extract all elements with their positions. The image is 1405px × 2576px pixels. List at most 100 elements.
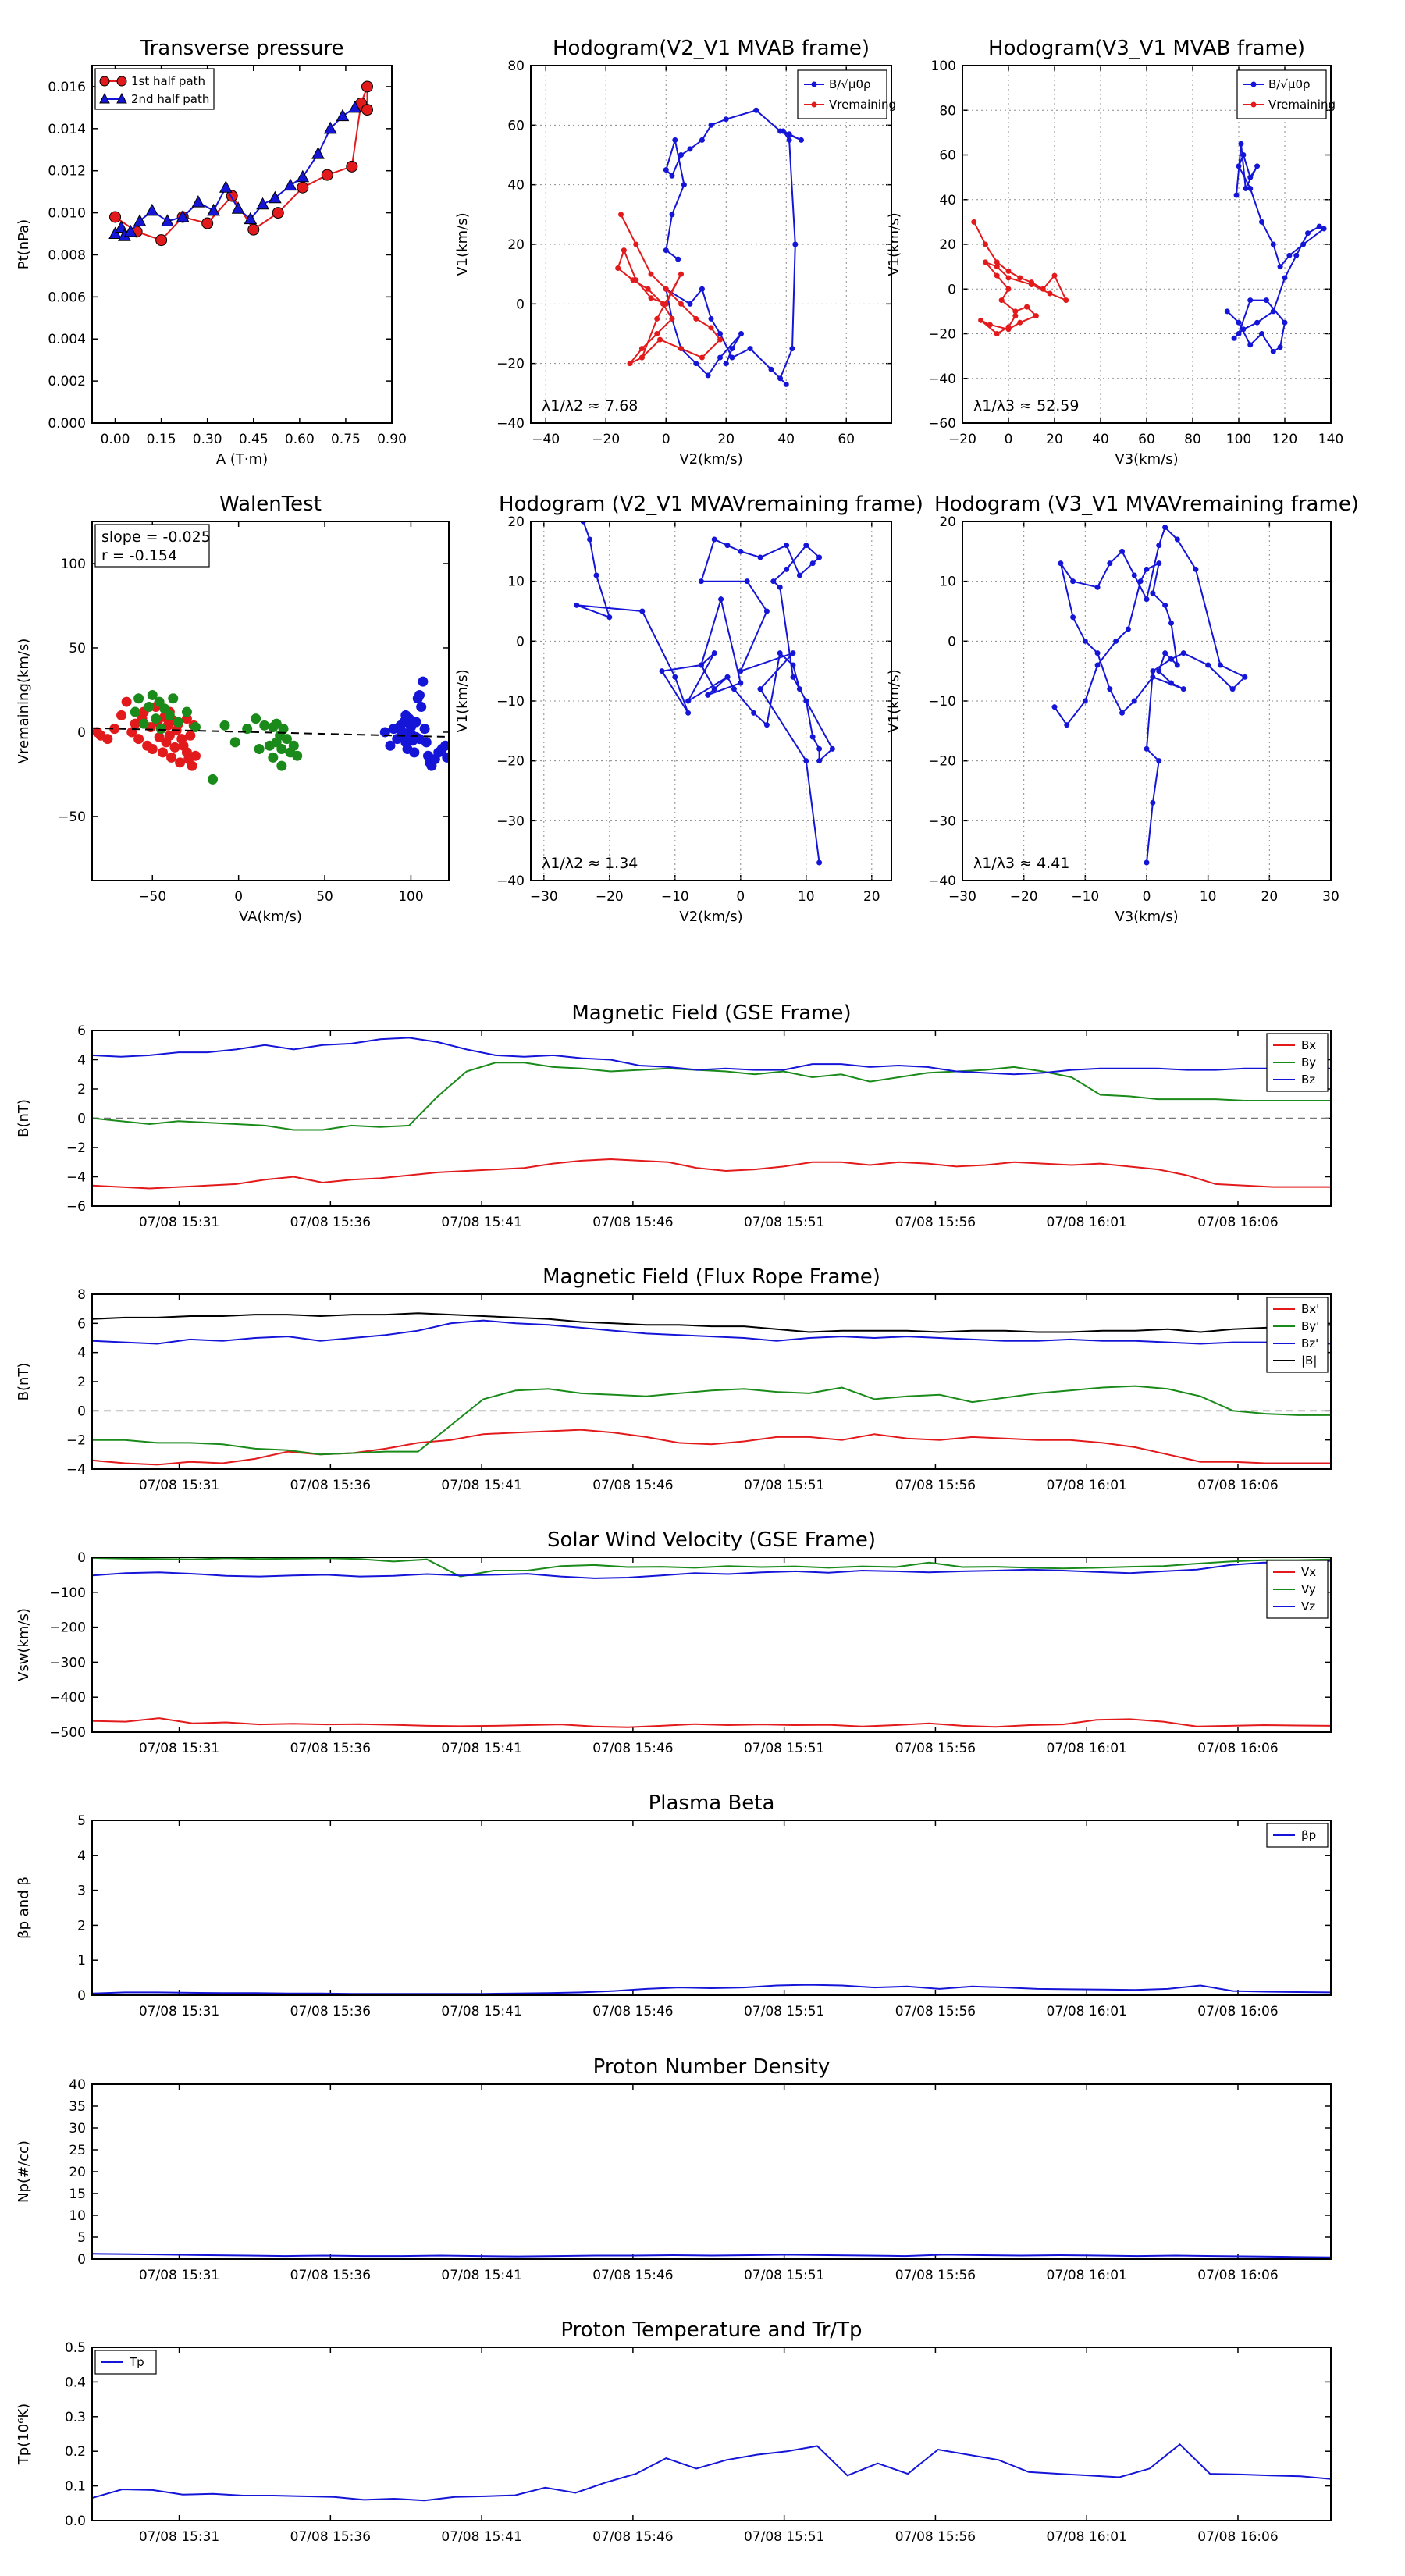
data-point [816, 859, 823, 866]
legend-box [797, 69, 887, 119]
data-point [1156, 668, 1162, 674]
y-tick-label: 2 [77, 1918, 86, 1934]
data-point [191, 195, 205, 208]
data-point [147, 689, 158, 700]
data-point [1094, 584, 1101, 590]
data-point [987, 322, 993, 328]
legend-label: 1st half path [131, 74, 205, 88]
y-tick-label: 0 [948, 634, 956, 649]
data-point [259, 720, 270, 731]
data-point [164, 710, 175, 720]
data-point [187, 760, 197, 771]
data-point [711, 686, 717, 692]
data-point [1144, 745, 1150, 752]
data-point [346, 160, 358, 173]
data-point [361, 104, 373, 116]
data-point [108, 226, 122, 240]
data-point [1125, 626, 1131, 632]
time-tick-label: 07/08 15:31 [139, 1215, 219, 1230]
x-tick-label: −20 [1010, 889, 1038, 905]
data-point [348, 100, 362, 113]
legend-marker [811, 81, 817, 87]
panel-vsw: Solar Wind Velocity (GSE Frame) Vsw(km/s)… [16, 1528, 1332, 1756]
y-tick-label: 2 [77, 1082, 86, 1098]
time-tick-label: 07/08 16:06 [1197, 2004, 1278, 2019]
y-tick-label: 2 [77, 1375, 86, 1390]
data-point [621, 247, 627, 254]
x-tick-label: 0.75 [331, 432, 361, 447]
series-line [92, 1037, 1331, 1076]
data-point [102, 734, 113, 745]
y-tick-label: 8 [77, 1287, 86, 1303]
y-tick-label: 100 [61, 557, 86, 572]
data-point [792, 241, 799, 247]
data-point [268, 752, 279, 763]
time-tick-label: 07/08 15:31 [139, 2529, 219, 2545]
x-tick-label: 10 [1200, 889, 1217, 905]
legend: Tp [94, 2350, 157, 2375]
data-point [606, 614, 613, 621]
y-tick-label: 6 [77, 1023, 86, 1039]
eigenvalue-ratio: λ1/λ2 ≈ 1.34 [542, 855, 638, 872]
data-point [705, 692, 711, 698]
data-point [1277, 344, 1283, 350]
data-point [1293, 252, 1300, 258]
data-point [678, 301, 684, 307]
data-point [161, 214, 174, 226]
y-tick-label: 0.016 [48, 80, 86, 95]
panel-title: Proton Number Density [593, 2055, 831, 2079]
data-point [1282, 275, 1288, 281]
time-tick-label: 07/08 15:46 [592, 2004, 673, 2019]
data-point [133, 214, 147, 226]
data-point [757, 554, 763, 560]
time-tick-label: 07/08 15:51 [744, 1215, 824, 1230]
data-point [1005, 324, 1012, 330]
y-tick-label: 60 [507, 118, 525, 133]
data-point [269, 190, 282, 204]
panel-title: Hodogram (V2_V1 MVAVremaining frame) [499, 493, 923, 516]
data-point [1051, 704, 1058, 710]
data-point [276, 744, 287, 755]
y-tick-label: 0.3 [65, 2410, 86, 2425]
time-tick-label: 07/08 15:46 [592, 2529, 673, 2545]
data-point [803, 758, 809, 764]
data-point [829, 745, 835, 752]
data-point [1180, 650, 1186, 656]
data-point [777, 128, 784, 134]
data-point [440, 740, 449, 751]
x-tick-label: 20 [1261, 889, 1279, 905]
panel-r21: Hodogram (V2_V1 MVAVremaining frame) V1(k… [454, 493, 923, 925]
data-point [1168, 656, 1174, 662]
data-point [168, 693, 179, 704]
series-line [92, 1984, 1331, 1995]
data-point [998, 297, 1005, 304]
y-tick-label: 0 [77, 2252, 86, 2268]
data-point [133, 693, 144, 704]
data-point [663, 286, 669, 292]
data-point [1254, 319, 1261, 326]
data-point [1119, 548, 1126, 554]
data-point [229, 737, 240, 748]
data-point [994, 272, 1000, 279]
data-point [633, 277, 639, 283]
data-point [717, 331, 724, 336]
axes-frame [91, 1557, 1332, 1733]
y-tick-label: 3 [77, 1884, 86, 1899]
x-tick-label: −10 [1071, 889, 1099, 905]
data-point [256, 197, 269, 210]
data-point [336, 109, 350, 122]
data-point [994, 264, 1000, 270]
data-point [1082, 638, 1088, 644]
data-point [147, 744, 158, 755]
x-tick-label: −50 [138, 889, 166, 905]
y-tick-label: 60 [939, 148, 956, 164]
correlation-text: r = -0.154 [101, 547, 177, 564]
data-point [708, 315, 714, 322]
series-line [92, 1062, 1331, 1131]
y-axis-label: B(nT) [16, 1363, 32, 1401]
data-point [731, 686, 737, 692]
legend-label: B/√μ0ρ [829, 77, 871, 91]
time-tick-label: 07/08 16:01 [1047, 1741, 1127, 1756]
x-tick-label: −40 [532, 432, 560, 447]
